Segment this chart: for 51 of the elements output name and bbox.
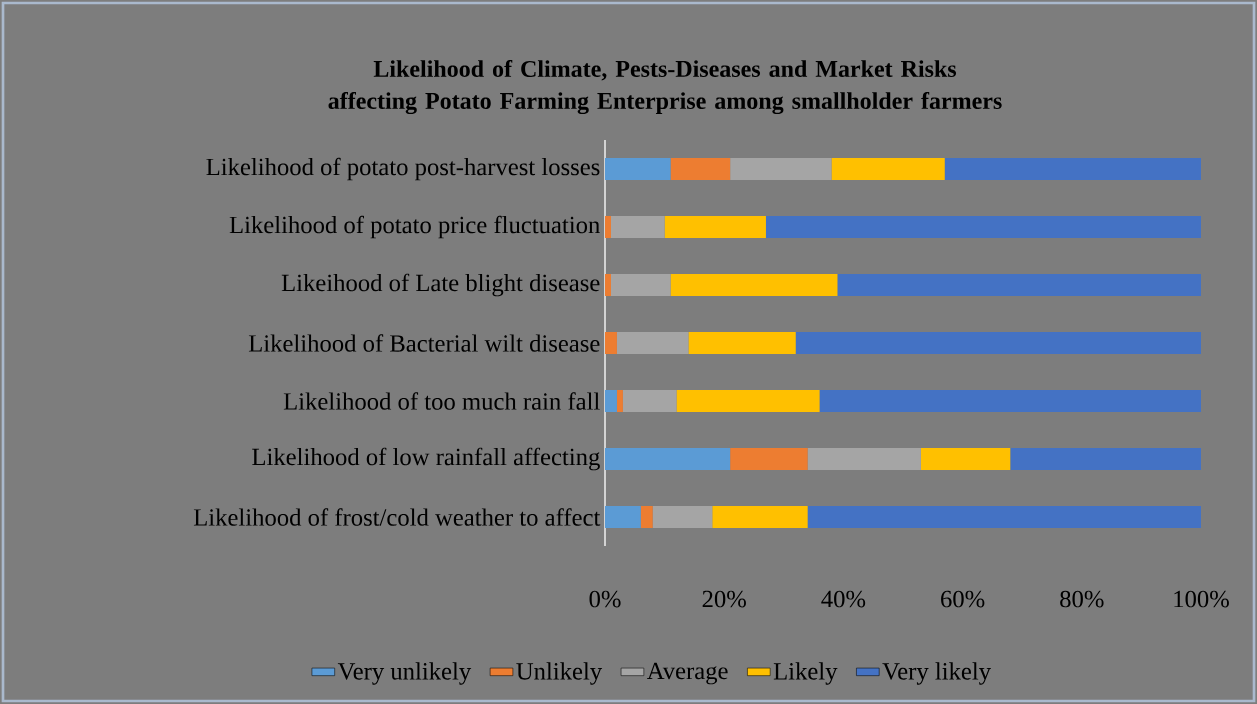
bar	[622, 389, 677, 413]
chart-title: Likelihood of Climate, Pests-Diseases and Market Risks affecting Potato Farming Enterprise among smallholder farmers	[328, 59, 1002, 115]
x-tick-label: 40%	[821, 590, 866, 608]
bar	[807, 447, 921, 471]
x-tick-label: 20%	[702, 590, 746, 608]
bar	[605, 505, 641, 529]
bar	[670, 157, 731, 181]
bar	[640, 505, 653, 529]
bar	[944, 157, 1201, 181]
legend-label: Likely	[773, 662, 838, 685]
bar	[605, 331, 617, 355]
legend-label: Unlikely	[516, 662, 603, 685]
bar	[664, 215, 766, 239]
bar	[712, 505, 808, 529]
bar	[670, 273, 838, 297]
bar	[730, 157, 832, 181]
bar	[795, 331, 1201, 355]
bar	[765, 215, 1201, 239]
x-tick-label: 100%	[1174, 590, 1229, 608]
bar	[616, 389, 623, 413]
bar	[652, 505, 713, 529]
x-tick-label: 80%	[1060, 590, 1104, 608]
bar	[616, 331, 689, 355]
y-tick-label: Likelihood of frost/cold weather to affect	[193, 508, 601, 526]
bar	[605, 447, 731, 471]
bar	[819, 389, 1201, 413]
bar	[605, 389, 617, 413]
bar	[605, 273, 611, 297]
bar	[688, 331, 796, 355]
y-tick-label: Likelihood of potato price fluctuation	[229, 215, 600, 239]
y-tick-label: Likelihood of Bacterial wilt disease	[248, 334, 600, 352]
bar	[1010, 447, 1201, 471]
bar	[730, 447, 808, 471]
bar	[920, 447, 1011, 471]
bar	[610, 273, 671, 297]
y-tick-label: Likelihood of too much rain fall	[283, 392, 600, 410]
bar	[807, 505, 1201, 529]
y-tick-label: Likelihood of potato post-harvest losses	[206, 157, 600, 181]
bar	[831, 157, 945, 181]
bar	[610, 215, 665, 239]
bar	[605, 157, 671, 181]
legend-label: Very unlikely	[337, 662, 472, 685]
bar	[676, 389, 820, 413]
bar	[605, 215, 611, 239]
legend-label: Very likely	[882, 662, 991, 685]
y-tick-label: Likelihood of low rainfall affecting	[252, 447, 600, 471]
x-tick-label: 60%	[941, 590, 985, 608]
legend-label: Average	[647, 662, 728, 685]
x-tick-label: 0%	[589, 590, 621, 608]
bar	[837, 273, 1201, 297]
y-tick-label: Likeihood of Late blight disease	[281, 273, 600, 297]
